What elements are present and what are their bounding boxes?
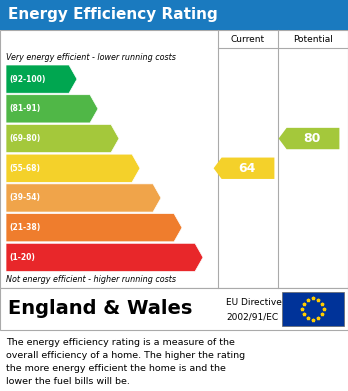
Text: The energy efficiency rating is a measure of the
overall efficiency of a home. T: The energy efficiency rating is a measur… bbox=[6, 338, 245, 386]
Polygon shape bbox=[279, 128, 339, 149]
Text: C: C bbox=[120, 132, 129, 145]
Text: England & Wales: England & Wales bbox=[8, 300, 192, 319]
Text: 80: 80 bbox=[303, 132, 321, 145]
Text: Potential: Potential bbox=[293, 34, 333, 43]
Text: (39-54): (39-54) bbox=[9, 194, 40, 203]
Text: D: D bbox=[141, 162, 151, 175]
Text: B: B bbox=[99, 102, 109, 115]
Text: F: F bbox=[183, 221, 191, 234]
Text: Very energy efficient - lower running costs: Very energy efficient - lower running co… bbox=[6, 54, 176, 63]
Text: 64: 64 bbox=[238, 162, 256, 175]
Polygon shape bbox=[6, 124, 119, 152]
Text: (1-20): (1-20) bbox=[9, 253, 35, 262]
Bar bbox=[0, 30, 348, 288]
Text: Current: Current bbox=[231, 34, 265, 43]
Text: 2002/91/EC: 2002/91/EC bbox=[226, 312, 278, 321]
Text: (69-80): (69-80) bbox=[9, 134, 40, 143]
Text: (55-68): (55-68) bbox=[9, 164, 40, 173]
Text: (21-38): (21-38) bbox=[9, 223, 40, 232]
Polygon shape bbox=[214, 158, 275, 179]
Text: EU Directive: EU Directive bbox=[226, 298, 282, 307]
Polygon shape bbox=[6, 65, 77, 93]
Text: G: G bbox=[204, 251, 214, 264]
Polygon shape bbox=[6, 184, 161, 212]
Polygon shape bbox=[6, 213, 182, 242]
Text: A: A bbox=[78, 73, 88, 86]
Polygon shape bbox=[6, 243, 203, 271]
Bar bbox=[0, 0, 348, 30]
Text: (92-100): (92-100) bbox=[9, 75, 45, 84]
Text: Energy Efficiency Rating: Energy Efficiency Rating bbox=[8, 7, 218, 23]
Bar bbox=[0, 288, 348, 330]
Bar bbox=[282, 292, 344, 326]
Polygon shape bbox=[6, 154, 140, 182]
Text: Not energy efficient - higher running costs: Not energy efficient - higher running co… bbox=[6, 276, 176, 285]
Text: E: E bbox=[162, 192, 171, 204]
Polygon shape bbox=[6, 95, 98, 123]
Text: (81-91): (81-91) bbox=[9, 104, 40, 113]
